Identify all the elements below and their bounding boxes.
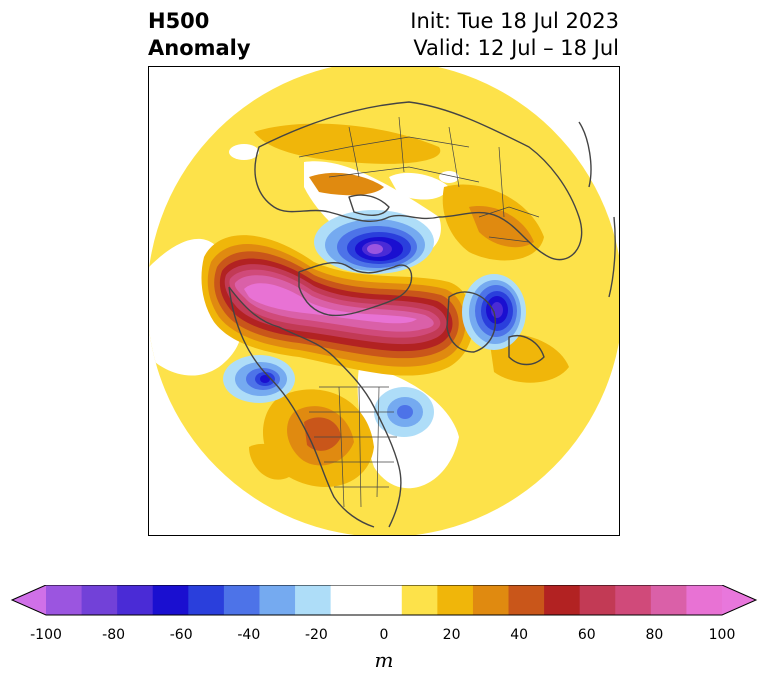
- colorbar-cell: [223, 585, 260, 615]
- valid-range: Valid: 12 Jul – 18 Jul: [413, 36, 619, 60]
- anomaly-map: [149, 67, 619, 535]
- colorbar-cell: [117, 585, 154, 615]
- map-title: H500 Anomaly: [148, 8, 251, 62]
- init-date: Init: Tue 18 Jul 2023: [410, 9, 619, 33]
- positive-core-west-us: [304, 417, 341, 451]
- colorbar-tick-label: -60: [169, 627, 193, 643]
- title-variable: H500: [148, 9, 210, 33]
- colorbar-cell: [544, 585, 581, 615]
- positive-anomaly-ridge: [201, 235, 474, 376]
- map-panel: [148, 66, 620, 536]
- eurasia-coast: [254, 101, 583, 261]
- scandinavia-coast: [446, 291, 496, 353]
- colorbar-tick-label: -20: [304, 627, 328, 643]
- colorbar-cell: [81, 585, 118, 615]
- colorbar-tick-label: -40: [237, 627, 261, 643]
- positive-band-east-asia: [309, 172, 384, 196]
- colorbar-cell: [579, 585, 616, 615]
- neutral-patch-2: [439, 171, 459, 183]
- colorbar-cell: [295, 585, 332, 615]
- positive-region-pacific: [249, 443, 291, 480]
- colorbar-cell: [46, 585, 83, 615]
- colorbar-cell: [686, 585, 723, 615]
- colorbar-tick-label: 80: [645, 627, 664, 643]
- greenland-coast: [298, 262, 413, 317]
- positive-band-siberia: [254, 123, 441, 164]
- colorbar-overflow-arrow: [722, 585, 756, 615]
- neutral-region-arctic: [389, 172, 449, 200]
- colorbar-cell: [650, 585, 687, 615]
- colorbar-cell: [401, 585, 438, 615]
- colorbar-tick-label: 0: [379, 627, 389, 643]
- colorbar-tick-label: -100: [30, 627, 62, 643]
- colorbar-outline: [10, 585, 758, 616]
- coastlines: [228, 101, 616, 528]
- colorbar-cell: [615, 585, 652, 615]
- colorbar-cell: [188, 585, 225, 615]
- colorbar-tick-label: 20: [442, 627, 461, 643]
- arctic-islands: [348, 194, 390, 216]
- colorbar: [10, 585, 758, 616]
- colorbar-tick-label: 100: [708, 627, 736, 643]
- negative-low-pacific: [223, 355, 295, 403]
- title-type: Anomaly: [148, 36, 251, 60]
- neutral-patch: [229, 144, 259, 160]
- negative-low-arctic: [314, 210, 434, 274]
- colorbar-tick-label: 60: [577, 627, 596, 643]
- colorbar-tick-label: 40: [510, 627, 529, 643]
- colorbar-cell: [366, 585, 403, 615]
- colorbar-cell: [472, 585, 510, 615]
- anomaly-field: [149, 67, 619, 535]
- colorbar-cell: [259, 585, 296, 615]
- political-borders: [298, 116, 540, 508]
- colorbar-cell: [437, 585, 474, 615]
- asia-coast-east: [578, 121, 616, 298]
- colorbar-cell: [152, 585, 189, 615]
- colorbar-unit-label: m: [374, 648, 394, 672]
- colorbar-cells: [46, 585, 723, 615]
- colorbar-underflow-arrow: [12, 585, 46, 615]
- colorbar-cell: [508, 585, 545, 615]
- colorbar-tick-label: -80: [102, 627, 126, 643]
- colorbar-cell: [330, 585, 367, 615]
- map-dates: Init: Tue 18 Jul 2023 Valid: 12 Jul – 18…: [410, 8, 619, 62]
- positive-core-europe: [469, 206, 534, 248]
- north-america-coast: [228, 286, 402, 528]
- iberia-coast: [508, 335, 545, 366]
- negative-low-east-us: [374, 387, 434, 437]
